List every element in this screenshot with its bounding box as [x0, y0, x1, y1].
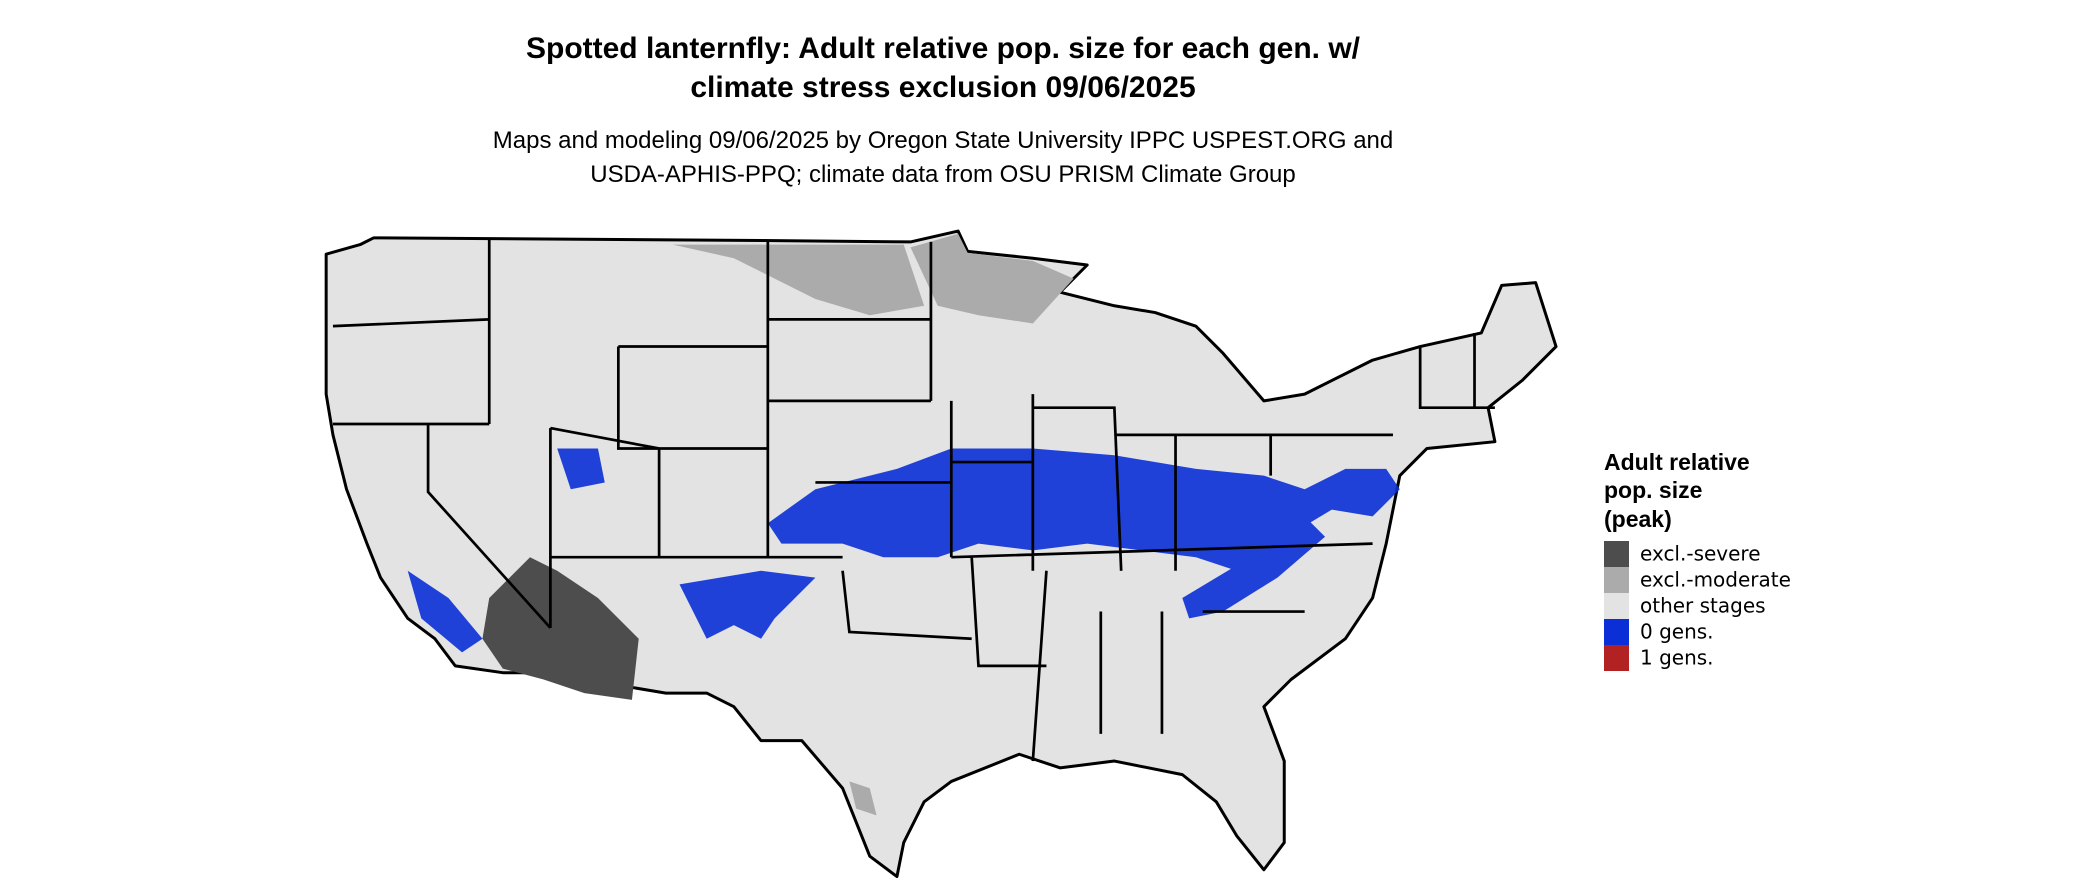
legend-swatch: [1604, 593, 1629, 619]
legend-title: pop. size: [1604, 477, 1702, 503]
legend-label: 1 gens.: [1640, 646, 1714, 670]
zero-gens-area: [407, 448, 1400, 653]
legend-title: Adult relative: [1604, 449, 1750, 475]
title: Spotted lanternfly: Adult relative pop. …: [526, 32, 1361, 65]
subtitle: Maps and modeling 09/06/2025 by Oregon S…: [493, 127, 1393, 154]
legend-swatch: [1604, 567, 1629, 593]
legend-label: other stages: [1640, 594, 1766, 618]
legend-title: (peak): [1604, 506, 1672, 532]
legend-swatch: [1604, 645, 1629, 671]
excl-moderate-area: [672, 233, 1074, 816]
state-lines: [332, 239, 1495, 762]
legend-label: excl.-severe: [1640, 542, 1761, 566]
excl-severe-area: [482, 557, 639, 700]
title: climate stress exclusion 09/06/2025: [690, 71, 1195, 104]
legend-label: 0 gens.: [1640, 620, 1714, 644]
subtitle: USDA-APHIS-PPQ; climate data from OSU PR…: [590, 161, 1296, 188]
legend-swatch: [1604, 619, 1629, 645]
us-map: [324, 229, 1558, 879]
legend-swatch: [1604, 541, 1629, 567]
legend-label: excl.-moderate: [1640, 568, 1791, 592]
